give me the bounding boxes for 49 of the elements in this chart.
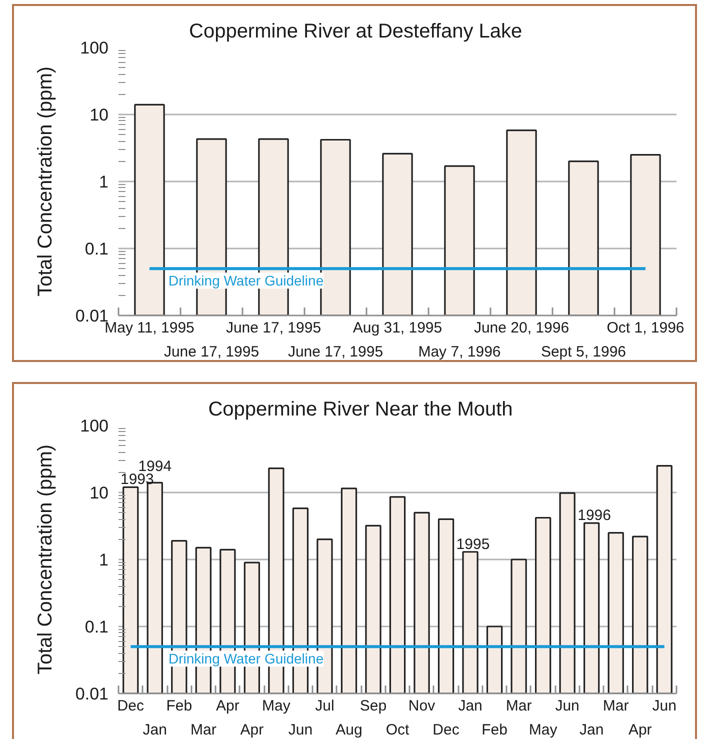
x-tick-label: May bbox=[528, 722, 558, 738]
x-tick-label: Aug 31, 1995 bbox=[352, 320, 442, 336]
x-tick-label: June 17, 1995 bbox=[226, 320, 322, 336]
x-tick-label: Jun bbox=[652, 698, 676, 714]
annotation: 1996 bbox=[578, 507, 611, 524]
y-tick-label: 0.01 bbox=[75, 684, 109, 704]
chart-title: Coppermine River Near the Mouth bbox=[208, 398, 513, 420]
x-tick-label: Jun bbox=[288, 722, 313, 738]
y-tick-label: 0.1 bbox=[84, 240, 109, 258]
x-tick-label: June 17, 1995 bbox=[164, 344, 260, 360]
y-axis-title: Total Concentration (ppm) bbox=[34, 444, 56, 675]
x-tick-label: Oct 1, 1996 bbox=[606, 320, 684, 336]
x-tick-label: Sept 5, 1996 bbox=[540, 344, 626, 360]
x-tick-label: Mar bbox=[506, 698, 532, 714]
x-tick-label: Mar bbox=[602, 698, 629, 714]
x-tick-label: Jan bbox=[579, 722, 604, 738]
y-tick-label: 1 bbox=[99, 172, 109, 192]
annotation: 1995 bbox=[456, 536, 490, 553]
y-tick-label: 10 bbox=[90, 106, 109, 124]
x-tick-label: Jan bbox=[142, 722, 167, 738]
chart-title: Coppermine River at Desteffany Lake bbox=[189, 20, 522, 42]
x-tick-label: Jul bbox=[315, 698, 334, 714]
y-tick-label: 0.1 bbox=[84, 618, 109, 636]
x-tick-label: May bbox=[262, 698, 291, 714]
ref-line-label: Drinking Water Guideline bbox=[168, 650, 324, 667]
y-axis-title: Total Concentration (ppm) bbox=[34, 66, 56, 297]
x-tick-label: May 7, 1996 bbox=[418, 344, 501, 360]
x-tick-label: Dec bbox=[117, 698, 144, 714]
x-tick-label: Jun bbox=[555, 698, 580, 714]
x-tick-label: Sep bbox=[360, 698, 387, 714]
y-tick-label: 10 bbox=[90, 484, 109, 502]
x-tick-label: Dec bbox=[432, 722, 460, 738]
x-tick-label: Aug bbox=[336, 722, 362, 738]
x-tick-label: Apr bbox=[216, 698, 240, 714]
annotation: 1993 bbox=[120, 471, 154, 488]
x-tick-label: Feb bbox=[482, 722, 508, 738]
x-tick-label: Oct bbox=[386, 722, 410, 738]
ref-line-label: Drinking Water Guideline bbox=[168, 272, 324, 289]
x-tick-label: Apr bbox=[628, 722, 652, 738]
x-tick-label: Apr bbox=[240, 722, 264, 738]
x-tick-label: Jan bbox=[458, 698, 482, 714]
x-tick-label: Nov bbox=[408, 698, 436, 714]
x-tick-label: Mar bbox=[190, 722, 216, 738]
y-tick-label: 100 bbox=[80, 38, 109, 58]
x-tick-label: June 17, 1995 bbox=[288, 344, 384, 360]
y-tick-label: 100 bbox=[80, 416, 109, 436]
y-tick-label: 1 bbox=[99, 550, 109, 570]
x-tick-label: Feb bbox=[166, 698, 192, 714]
x-tick-label: June 20, 1996 bbox=[474, 320, 570, 336]
